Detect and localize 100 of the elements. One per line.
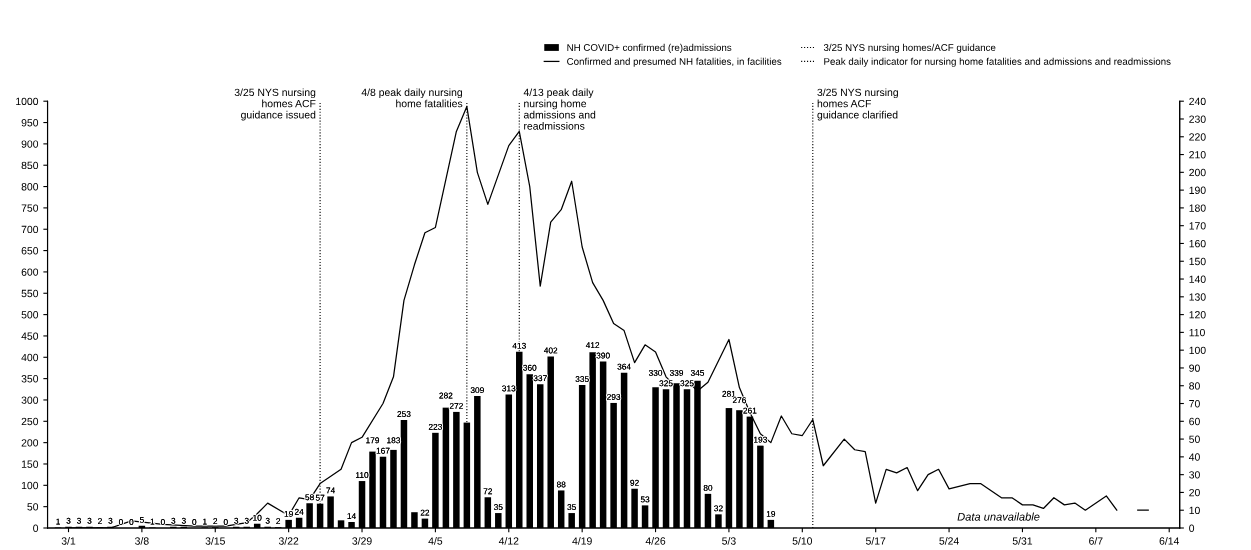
- data-label: 402: [543, 347, 558, 354]
- y2-tick-label: 160: [1189, 239, 1206, 248]
- y-tick-label: 250: [21, 417, 39, 426]
- y2-tick-label: 120: [1189, 311, 1206, 319]
- y-tick-label: 900: [21, 140, 39, 148]
- x-tick-label: 5/10: [792, 537, 813, 545]
- data-label: 35: [493, 504, 503, 511]
- data-label: 14: [347, 513, 356, 519]
- y-tick-label: 650: [21, 247, 39, 255]
- y-tick-label: 850: [21, 161, 39, 170]
- annotation: Data unavailable: [957, 512, 1040, 521]
- y-tick-label: 1000: [16, 97, 39, 106]
- y-tick-label: 950: [21, 119, 39, 127]
- y2-tick-label: 40: [1188, 453, 1200, 461]
- y2-tick-label: 60: [1189, 417, 1200, 426]
- y-tick-label: 800: [21, 183, 39, 191]
- ref-line-label: 4/8 peak daily nursing home fatalities: [361, 88, 463, 108]
- data-label: 0: [192, 519, 197, 525]
- data-label: 2: [98, 518, 102, 525]
- x-tick-label: 5/31: [1012, 537, 1033, 545]
- x-tick-label: 4/5: [428, 537, 443, 545]
- data-label: 0: [129, 519, 134, 525]
- y2-tick-label: 150: [1189, 257, 1206, 266]
- data-label: 167: [376, 447, 390, 454]
- y-tick-label: 150: [21, 460, 39, 468]
- data-label: 110: [356, 472, 369, 479]
- y2-tick-label: 90: [1189, 364, 1200, 372]
- data-label: 179: [366, 437, 380, 444]
- data-label: 337: [533, 375, 547, 382]
- y-tick-label: 450: [21, 332, 39, 340]
- data-label: 72: [483, 488, 493, 495]
- data-label: 413: [512, 342, 526, 349]
- y2-tick-label: 180: [1189, 204, 1206, 212]
- y2-tick-label: 220: [1189, 133, 1206, 141]
- data-label: 339: [669, 369, 684, 376]
- data-label: 57: [315, 494, 325, 501]
- data-label: 3: [76, 517, 81, 524]
- data-label: 325: [659, 380, 673, 387]
- y-tick-label: 700: [21, 225, 39, 234]
- data-label: 22: [420, 509, 430, 516]
- data-label: 345: [690, 369, 705, 376]
- data-label: 412: [585, 342, 600, 349]
- y2-tick-label: 130: [1189, 293, 1206, 301]
- data-label: 35: [567, 504, 576, 511]
- y2-tick-label: 70: [1189, 400, 1200, 408]
- y2-tick-label: 10: [1189, 506, 1200, 515]
- data-label: 223: [428, 423, 442, 430]
- data-label: 3: [265, 517, 270, 524]
- data-label: 253: [397, 411, 411, 417]
- data-label: 3: [66, 517, 71, 524]
- data-label: 5: [139, 517, 144, 523]
- x-tick-label: 3/29: [352, 537, 372, 545]
- legend-label: Confirmed and presumed NH fatalities, in facilities: [567, 57, 782, 67]
- y-tick-label: 550: [21, 289, 39, 298]
- y2-tick-label: 0: [1189, 524, 1195, 532]
- y-tick-label: 350: [21, 375, 39, 383]
- data-label: 88: [556, 481, 566, 488]
- data-label: 3: [171, 517, 176, 524]
- data-label: 24: [294, 508, 304, 515]
- data-label: 80: [703, 484, 713, 491]
- data-label: 3: [87, 517, 92, 524]
- data-label: 313: [502, 385, 516, 392]
- text: 3/25 NYS nursing homes/ACF guidance: [823, 43, 996, 53]
- data-label: 335: [575, 376, 589, 382]
- data-label: 2: [213, 518, 218, 525]
- data-label: 183: [387, 437, 401, 444]
- data-label: 3: [244, 517, 249, 524]
- data-label: 281: [722, 390, 736, 397]
- ref-line-label: 3/25 NYS nursing homes ACF guidance issued: [234, 88, 316, 121]
- y2-tick-label: 190: [1189, 186, 1206, 194]
- data-label: 390: [596, 352, 610, 359]
- y-tick-label: 200: [21, 439, 39, 447]
- text: Peak daily indicator for nursing home fatalities and admissions and readmissions: [824, 57, 1171, 67]
- data-label: 1: [56, 518, 60, 525]
- data-label: 330: [648, 369, 663, 376]
- y2-tick-label: 20: [1189, 488, 1200, 497]
- x-tick-label: 3/15: [205, 537, 225, 545]
- x-tick-label: 4/12: [498, 537, 519, 545]
- data-label: 360: [523, 364, 537, 371]
- ref-line-label: 4/13 peak daily nursing home admissions and readmissions: [523, 88, 596, 130]
- x-tick-label: 5/24: [939, 537, 959, 545]
- data-label: 3: [234, 517, 239, 524]
- data-label: 3: [181, 517, 186, 524]
- data-label: 1: [203, 518, 207, 525]
- y2-tick-label: 140: [1189, 275, 1206, 283]
- data-label: 0: [223, 519, 228, 525]
- data-label: 92: [630, 479, 639, 486]
- data-label: 2: [276, 518, 281, 525]
- x-tick-label: 6/7: [1089, 537, 1103, 545]
- x-tick-label: 5/3: [722, 537, 736, 545]
- y2-tick-label: 80: [1189, 382, 1200, 390]
- data-label: 0: [160, 519, 165, 525]
- x-tick-label: 3/1: [61, 537, 76, 545]
- y2-tick-label: 240: [1189, 97, 1206, 106]
- legend-label: NH COVID+ confirmed (re)admissions: [567, 43, 732, 53]
- x-tick-label: 4/19: [572, 537, 592, 545]
- data-label: 74: [326, 487, 335, 494]
- y2-tick-label: 200: [1189, 168, 1206, 177]
- y-tick-label: 100: [21, 481, 39, 490]
- y-tick-label: 0: [33, 524, 39, 532]
